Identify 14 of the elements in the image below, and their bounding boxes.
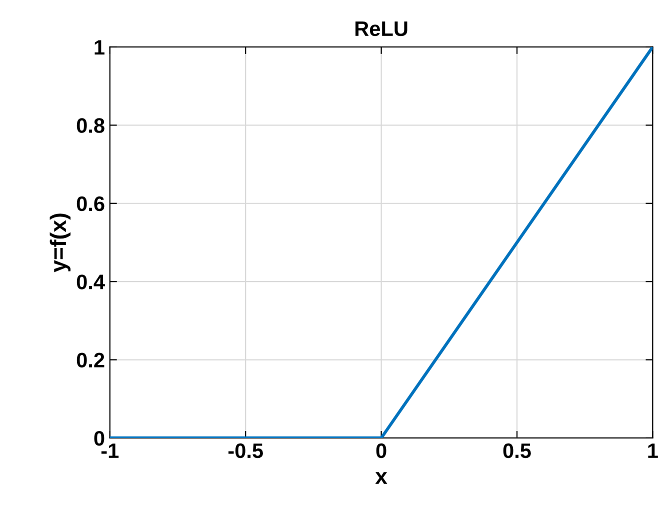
y-axis-title: y=f(x)	[50, 214, 71, 272]
x-tick-label: -0.5	[228, 443, 263, 458]
y-tick-label: 0.6	[76, 196, 104, 212]
y-tick-label: 1	[94, 40, 104, 55]
x-axis-title: x	[375, 472, 388, 484]
x-tick-label: 0.5	[503, 443, 531, 458]
y-tick-label: 0	[94, 430, 104, 446]
y-tick-label: 0.8	[76, 118, 104, 133]
y-tick-label: 0.4	[76, 274, 105, 290]
chart-title: ReLU	[355, 22, 408, 36]
x-tick-label: 0	[376, 443, 386, 458]
x-tick-label: 1	[648, 444, 658, 458]
x-tick-label: -1	[101, 444, 119, 458]
y-tick-label: 0.2	[76, 352, 104, 368]
